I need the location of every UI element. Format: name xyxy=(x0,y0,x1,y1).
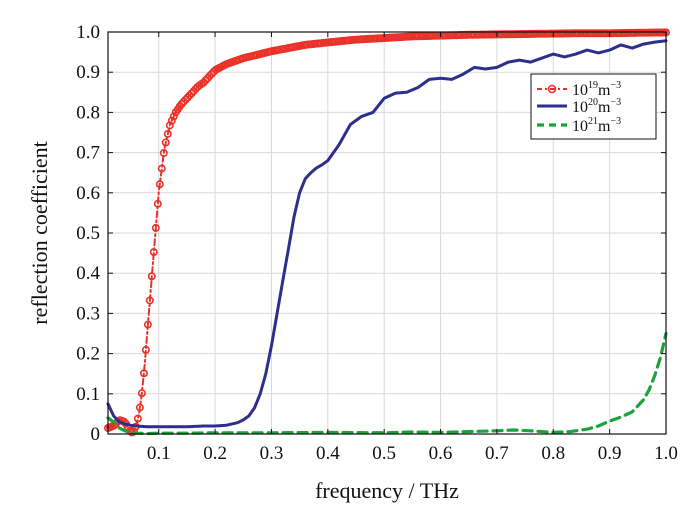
series-1-marker xyxy=(165,121,174,130)
series-1-marker xyxy=(199,78,208,87)
legend-label-2: 1020m−3 xyxy=(572,97,621,116)
y-tick-label: 0.9 xyxy=(76,62,100,83)
legend-label-3: 1021m−3 xyxy=(572,116,621,135)
x-tick-label: 0.3 xyxy=(260,443,284,464)
y-tick-label: 0.7 xyxy=(76,143,100,164)
series-line-2 xyxy=(106,39,668,429)
series-1-marker xyxy=(145,296,154,305)
series-1-marker xyxy=(141,345,150,354)
series-1-marker xyxy=(179,97,188,106)
series-1-marker xyxy=(207,69,216,78)
series-1-marker xyxy=(153,199,162,208)
series-1-marker xyxy=(149,248,158,257)
series-1-marker xyxy=(151,223,160,232)
x-tick-label: 1.0 xyxy=(654,443,678,464)
series-1-marker xyxy=(187,89,196,98)
y-tick-label: 0.1 xyxy=(76,384,100,405)
series-1-marker xyxy=(181,95,190,104)
y-tick-label: 0.2 xyxy=(76,344,100,365)
series-1-marker xyxy=(139,369,148,378)
x-tick-label: 0.5 xyxy=(372,443,396,464)
x-tick-label: 0.1 xyxy=(147,443,171,464)
axis-ticks: 0.1 0.2 0.3 0.4 0.5 0.6 0.7 0.8 0.9 1.0 0 0.1 0.2 0.3… xyxy=(76,22,678,464)
y-tick-label: 0 xyxy=(91,424,101,445)
series-1-marker xyxy=(205,72,214,81)
series-1-marker xyxy=(137,389,146,398)
y-tick-label: 1.0 xyxy=(76,22,100,43)
y-tick-label: 0.5 xyxy=(76,223,100,244)
x-tick-label: 0.2 xyxy=(203,443,227,464)
y-tick-label: 0.6 xyxy=(76,183,100,204)
series-1-marker xyxy=(201,76,210,85)
series-line-3 xyxy=(106,331,668,436)
x-tick-label: 0.8 xyxy=(541,443,565,464)
series-1-marker xyxy=(167,116,176,125)
legend-label-1: 1019m−3 xyxy=(572,80,621,99)
series-1-marker xyxy=(161,138,170,147)
series-lines xyxy=(104,28,670,437)
series-1-marker xyxy=(135,403,144,412)
series-1-marker xyxy=(143,320,152,329)
y-axis-label: reflection coefficient xyxy=(27,141,52,324)
series-1-marker xyxy=(147,272,156,281)
series-1-marker xyxy=(155,180,164,189)
x-tick-label: 0.9 xyxy=(598,443,622,464)
y-tick-label: 0.3 xyxy=(76,303,100,324)
series-1-marker xyxy=(185,91,194,100)
series-1-marker xyxy=(159,149,168,158)
x-tick-label: 0.7 xyxy=(485,443,509,464)
legend-marker-1 xyxy=(547,84,557,94)
y-tick-label: 0.8 xyxy=(76,102,100,123)
x-tick-label: 0.6 xyxy=(429,443,453,464)
x-tick-label: 0.4 xyxy=(316,443,340,464)
series-1-marker xyxy=(133,414,142,423)
series-1-marker xyxy=(157,164,166,173)
x-axis-label: frequency / THz xyxy=(315,478,459,503)
y-tick-label: 0.4 xyxy=(76,263,100,284)
series-1-marker xyxy=(169,112,178,121)
series-1-marker xyxy=(163,129,172,138)
